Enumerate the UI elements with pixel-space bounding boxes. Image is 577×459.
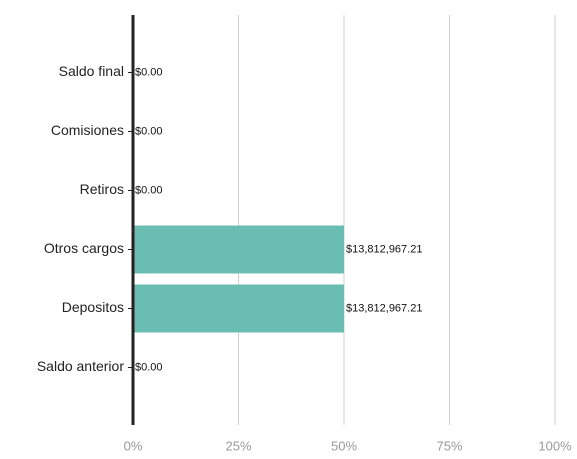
- x-tick-label: 50%: [331, 438, 357, 453]
- value-label: $0.00: [135, 184, 163, 196]
- value-label: $0.00: [135, 66, 163, 78]
- value-label: $0.00: [135, 125, 163, 137]
- bar: [133, 284, 344, 333]
- value-label: $13,812,967.21: [346, 243, 422, 255]
- y-tick-label: Saldo anterior: [37, 358, 125, 374]
- y-tick-label: Retiros: [80, 181, 124, 197]
- value-label: $13,812,967.21: [346, 302, 422, 314]
- y-tick-label: Comisiones: [51, 122, 124, 138]
- y-tick-label: Saldo final: [59, 63, 124, 79]
- x-tick-label: 100%: [538, 438, 572, 453]
- y-tick-label: Depositos: [62, 299, 124, 315]
- bar: [133, 225, 344, 274]
- x-tick-label: 25%: [225, 438, 251, 453]
- x-tick-label: 0%: [124, 438, 143, 453]
- x-tick-label: 75%: [436, 438, 462, 453]
- y-tick-label: Otros cargos: [44, 240, 124, 256]
- value-label: $0.00: [135, 361, 163, 373]
